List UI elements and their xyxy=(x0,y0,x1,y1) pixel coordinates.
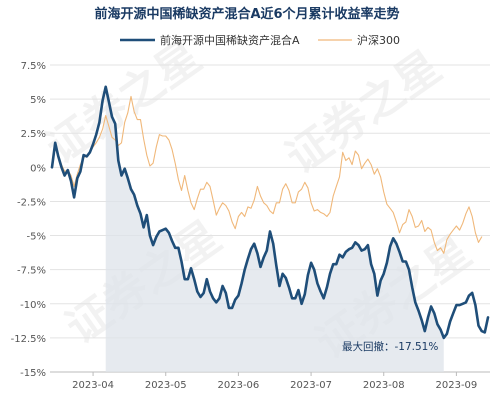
y-tick-label: -15% xyxy=(20,368,46,379)
legend-label-csi300: 沪深300 xyxy=(357,33,400,47)
x-tick-label: 2023-06 xyxy=(218,380,260,391)
x-tick-label: 2023-07 xyxy=(290,380,332,391)
y-tick-label: -10% xyxy=(20,300,46,311)
y-tick-label: -7.5% xyxy=(17,266,46,277)
series-line-fund xyxy=(50,85,490,340)
y-tick-label: 7.5% xyxy=(21,61,46,72)
series-line-csi300 xyxy=(51,95,483,254)
legend: 前海开源中国稀缺资产混合A 沪深300 xyxy=(120,33,400,47)
y-tick-label: -12.5% xyxy=(11,334,46,345)
x-tick-label: 2023-09 xyxy=(436,380,478,391)
drawdown-area xyxy=(105,86,444,372)
svg-text:证券之星: 证券之星 xyxy=(277,41,450,184)
plot-area: 7.5% 5% 2.5% 0% -2.5% -5% -7.5% -10% -12.5% -15% 2… xyxy=(11,61,490,391)
svg-text:证券之星: 证券之星 xyxy=(37,31,210,174)
y-tick-label: 0% xyxy=(30,163,46,174)
x-tick-label: 2023-04 xyxy=(72,380,114,391)
y-tick-label: -5% xyxy=(27,232,46,243)
x-tick-label: 2023-08 xyxy=(363,380,405,391)
legend-item-csi300[interactable]: 沪深300 xyxy=(318,33,400,47)
max-drawdown-label: 最大回撤：-17.51% xyxy=(342,340,438,353)
y-tick-label: 5% xyxy=(30,95,46,106)
y-tick-label: -2.5% xyxy=(17,197,46,208)
legend-label-fund: 前海开源中国稀缺资产混合A xyxy=(160,33,300,47)
x-tick-label: 2023-05 xyxy=(145,380,187,391)
chart-title: 前海开源中国稀缺资产混合A近6个月累计收益率走势 xyxy=(94,6,399,22)
y-tick-label: 2.5% xyxy=(21,129,46,140)
legend-item-fund[interactable]: 前海开源中国稀缺资产混合A xyxy=(120,33,300,47)
